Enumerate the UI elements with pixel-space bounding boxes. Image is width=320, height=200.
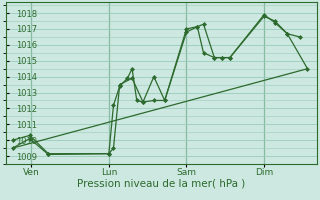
X-axis label: Pression niveau de la mer( hPa ): Pression niveau de la mer( hPa ): [77, 179, 246, 189]
